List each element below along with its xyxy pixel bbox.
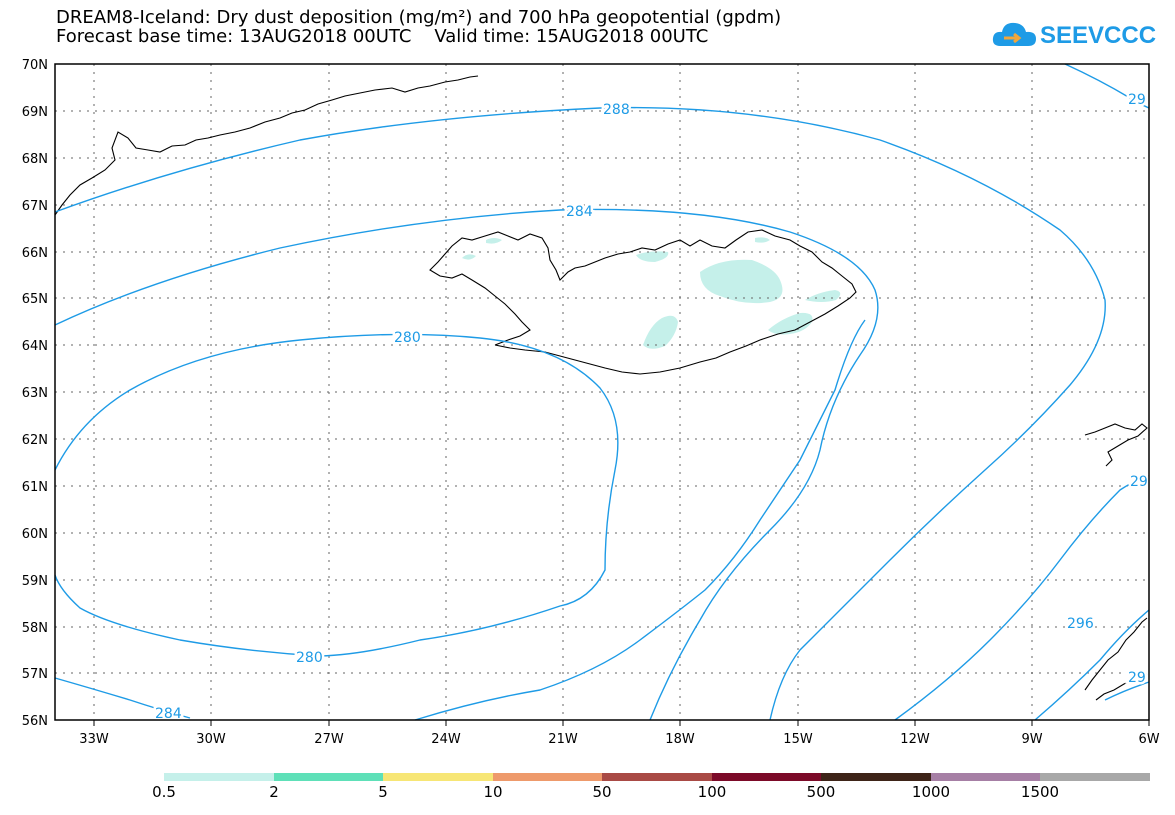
lat-label: 65N xyxy=(22,292,48,307)
coastlines xyxy=(54,75,1148,701)
faroe-shetland-coast xyxy=(1084,423,1148,467)
contour-label: 296 xyxy=(1067,616,1094,632)
colorbar-swatch xyxy=(1040,773,1150,781)
scotland-coast xyxy=(1084,617,1148,691)
longitude-labels: 33W 30W 27W 24W 21W 18W 15W 12W 9W 6W xyxy=(79,732,1159,747)
colorbar-label: 5 xyxy=(378,783,388,801)
dust-patch xyxy=(700,259,783,304)
dust-deposition-areas xyxy=(462,237,841,349)
lat-label: 64N xyxy=(22,339,48,354)
contour-292 xyxy=(894,475,1150,721)
contour-label: 280 xyxy=(296,650,323,666)
colorbar-label: 1000 xyxy=(912,783,950,801)
contour-284-south xyxy=(54,677,191,719)
lon-label: 24W xyxy=(431,732,461,747)
colorbar-swatch xyxy=(931,773,1040,781)
lat-label: 59N xyxy=(22,574,48,589)
lat-label: 70N xyxy=(22,58,48,73)
colorbar-label: 500 xyxy=(807,783,836,801)
contour-280 xyxy=(54,333,619,657)
contour-ne xyxy=(1064,63,1150,109)
colorbar-swatch xyxy=(274,773,383,781)
logo-text: SEEVCCC xyxy=(1040,22,1157,49)
lat-label: 66N xyxy=(22,246,48,261)
geopotential-contours xyxy=(54,63,1150,721)
cloud-icon xyxy=(992,22,1036,46)
lon-label: 33W xyxy=(79,732,109,747)
colorbar-swatch xyxy=(602,773,712,781)
colorbar-swatch xyxy=(821,773,931,781)
contour-label: 280 xyxy=(394,330,421,346)
dust-patch xyxy=(486,238,502,244)
contour-284-north xyxy=(54,208,879,721)
contour-label: 29 xyxy=(1130,474,1148,490)
lat-label: 56N xyxy=(22,714,48,729)
lon-label: 30W xyxy=(196,732,226,747)
chart-subtitle: Forecast base time: 13AUG2018 00UTC Vali… xyxy=(56,26,709,47)
greenland-coast xyxy=(54,75,479,216)
lon-label: 6W xyxy=(1138,732,1159,747)
colorbar-label: 50 xyxy=(592,783,611,801)
seevccc-logo: SEEVCCC xyxy=(990,14,1156,54)
latitude-labels: 70N 69N 68N 67N 66N 65N 64N 63N 62N 61N … xyxy=(22,58,48,729)
lon-label: 15W xyxy=(783,732,813,747)
axis-ticks xyxy=(93,720,1150,726)
contour-label: 29 xyxy=(1128,92,1146,108)
colorbar-label: 10 xyxy=(483,783,502,801)
lat-label: 67N xyxy=(22,199,48,214)
lon-label: 21W xyxy=(548,732,578,747)
lat-label: 68N xyxy=(22,152,48,167)
iceland-coast xyxy=(429,229,857,375)
colorbar-swatch xyxy=(164,773,274,781)
lat-label: 63N xyxy=(22,386,48,401)
colorbar-swatch xyxy=(383,773,493,781)
graticule xyxy=(55,64,1149,720)
contour-se xyxy=(1104,681,1150,701)
dust-patch xyxy=(636,251,669,262)
colorbar-swatches xyxy=(164,773,1150,781)
contour-288 xyxy=(54,106,1106,721)
scotland-islands xyxy=(1095,673,1148,701)
dust-patch xyxy=(768,312,813,335)
dust-patch xyxy=(462,254,476,260)
colorbar-label: 2 xyxy=(269,783,279,801)
lon-label: 18W xyxy=(665,732,695,747)
dust-patch xyxy=(643,315,678,349)
lat-label: 60N xyxy=(22,527,48,542)
colorbar-swatch xyxy=(493,773,602,781)
contour-296 xyxy=(1034,609,1150,721)
colorbar-label: 0.5 xyxy=(152,783,176,801)
lat-label: 57N xyxy=(22,667,48,682)
lon-label: 12W xyxy=(900,732,930,747)
contour-284-inner xyxy=(414,319,866,721)
contour-label: 284 xyxy=(566,204,593,220)
lat-label: 61N xyxy=(22,480,48,495)
plot-frame xyxy=(54,63,1150,721)
colorbar-swatch xyxy=(712,773,821,781)
chart-title: DREAM8-Iceland: Dry dust deposition (mg/… xyxy=(56,7,782,28)
lon-label: 9W xyxy=(1021,732,1042,747)
lat-label: 58N xyxy=(22,621,48,636)
lat-label: 62N xyxy=(22,433,48,448)
colorbar-labels: 0.5 2 5 10 50 100 500 1000 1500 xyxy=(152,783,1059,801)
contour-label: 288 xyxy=(603,102,630,118)
lon-label: 27W xyxy=(314,732,344,747)
dust-patch xyxy=(805,290,841,302)
colorbar-label: 100 xyxy=(698,783,727,801)
contour-label: 29 xyxy=(1128,670,1146,686)
colorbar-label: 1500 xyxy=(1021,783,1059,801)
dust-patch xyxy=(755,237,770,243)
lat-label: 69N xyxy=(22,105,48,120)
